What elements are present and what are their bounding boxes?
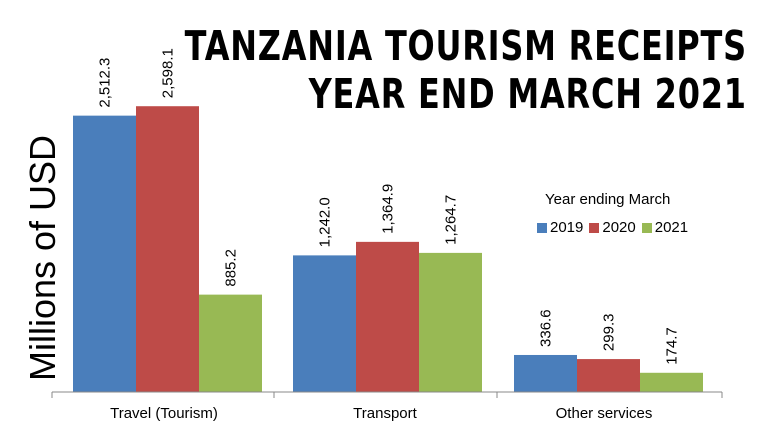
data-label-2020-0: 2,598.1 bbox=[160, 48, 177, 98]
data-label-2021-2: 174.7 bbox=[664, 327, 681, 365]
legend-item-2020: 2020 bbox=[589, 219, 636, 236]
legend-item-2021: 2021 bbox=[641, 219, 689, 236]
data-label-2019-1: 1,242.0 bbox=[317, 197, 334, 247]
category-label-1: Transport bbox=[353, 405, 417, 422]
data-label-2020-2: 299.3 bbox=[601, 314, 618, 352]
bar-2021-2 bbox=[640, 372, 703, 392]
data-label-2020-1: 1,364.9 bbox=[380, 184, 397, 234]
legend-swatch-2019 bbox=[537, 222, 547, 233]
bar-2021-0 bbox=[199, 294, 262, 392]
legend: 2019 2020 2021 bbox=[537, 219, 688, 236]
legend-item-2019: 2019 bbox=[537, 219, 583, 236]
chart-title-line-2: YEAR END MARCH 2021 bbox=[308, 70, 747, 118]
bar-2019-2 bbox=[514, 354, 577, 392]
data-label-2021-1: 1,264.7 bbox=[443, 195, 460, 245]
data-label-2021-0: 885.2 bbox=[223, 249, 240, 287]
data-label-2019-0: 2,512.3 bbox=[97, 58, 114, 108]
legend-title: Year ending March bbox=[545, 191, 671, 208]
bar-2021-1 bbox=[419, 252, 482, 392]
legend-swatch-2021 bbox=[641, 222, 652, 233]
legend-label-2019: 2019 bbox=[550, 219, 584, 236]
bar-2020-0 bbox=[136, 106, 199, 393]
legend-label-2021: 2021 bbox=[654, 219, 689, 236]
category-label-2: Other services bbox=[556, 405, 653, 422]
data-label-2019-2: 336.6 bbox=[538, 309, 555, 347]
category-label-0: Travel (Tourism) bbox=[110, 405, 218, 422]
bar-2020-2 bbox=[577, 359, 640, 392]
bar-2020-1 bbox=[356, 241, 419, 392]
bar-2019-1 bbox=[293, 255, 356, 392]
legend-label-2020: 2020 bbox=[602, 219, 636, 236]
legend-swatch-2020 bbox=[589, 222, 600, 233]
chart-title-line-1: TANZANIA TOURISM RECEIPTS bbox=[184, 22, 747, 70]
bar-2019-0 bbox=[73, 115, 136, 392]
